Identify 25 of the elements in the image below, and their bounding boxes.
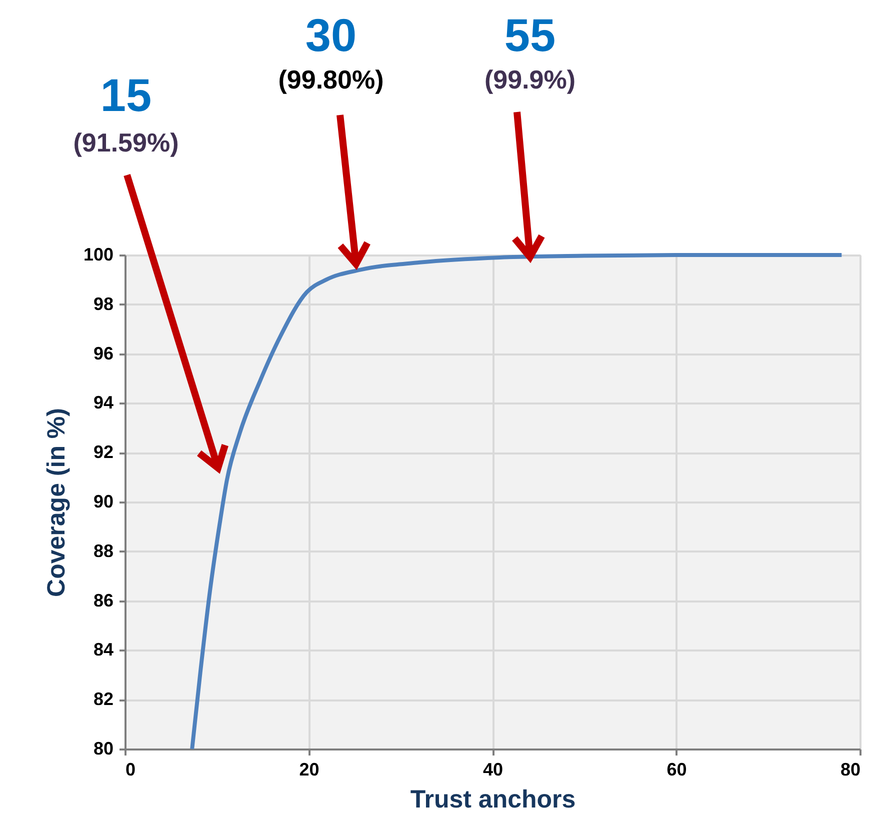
x-tick-label: 40 [482, 760, 504, 780]
y-tick-label: 88 [93, 540, 114, 561]
text: 55 [504, 8, 556, 62]
y-axis-title: Coverage (in %) [42, 408, 70, 597]
y-tick-label: 92 [93, 442, 114, 462]
x-tick-label: 20 [299, 760, 320, 780]
y-tick-label: 90 [93, 492, 114, 512]
x-tick-label: 80 [840, 760, 860, 780]
text: 30 [305, 8, 357, 62]
y-tick-label: 86 [93, 590, 114, 610]
y-tick-label: 100 [83, 244, 114, 264]
y-tick-label: 94 [93, 392, 114, 413]
y-tick-label: 96 [93, 343, 114, 364]
text: 15 [100, 68, 152, 122]
y-tick-label: 82 [93, 689, 114, 710]
x-axis-title: Trust anchors [410, 786, 576, 814]
text: (99.9%) [484, 64, 576, 96]
line-series [190, 253, 844, 751]
x-tick-label: 60 [666, 760, 687, 780]
x-tick-label: 0 [126, 760, 136, 780]
y-tick-label: 80 [93, 738, 114, 758]
text: (91.59%) [73, 128, 179, 158]
y-tick-label: 98 [93, 294, 114, 314]
text: (99.80%) [278, 64, 384, 96]
y-tick-label: 84 [93, 640, 114, 660]
